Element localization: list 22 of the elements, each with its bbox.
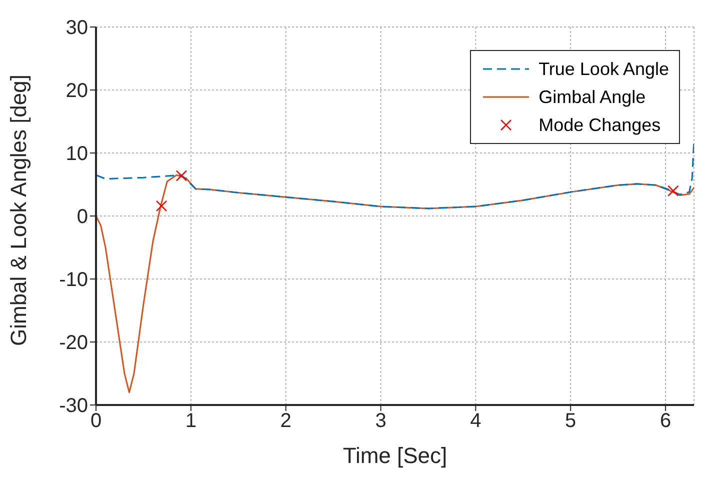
y-tick-label: -30 (59, 395, 88, 418)
y-tick-label: 20 (66, 80, 88, 102)
y-tick-label: 10 (66, 143, 88, 166)
legend-label: Gimbal Angle (538, 86, 646, 108)
x-tick-label: 4 (470, 410, 482, 432)
legend-label: Mode Changes (538, 114, 661, 136)
x-tick-label: 6 (660, 410, 672, 432)
y-tick-label: -20 (59, 332, 88, 354)
y-tick-label: 0 (76, 206, 88, 228)
x-tick-label: 0 (90, 410, 102, 432)
x-tick-label: 3 (375, 410, 386, 432)
x-tick-label: 5 (565, 410, 576, 432)
y-tick-label: 30 (66, 17, 88, 40)
point (667, 185, 679, 196)
point (176, 170, 188, 182)
x-tick-label: 1 (185, 410, 196, 432)
x-axis-title: Time [Sec] (342, 443, 448, 468)
x-tick-label: 2 (280, 410, 292, 432)
y-axis-title: Gimbal & Look Angles [deg] (6, 74, 31, 346)
legend-label: True Look Angle (538, 58, 669, 80)
y-tick-label: -10 (59, 269, 88, 292)
point (156, 200, 168, 212)
